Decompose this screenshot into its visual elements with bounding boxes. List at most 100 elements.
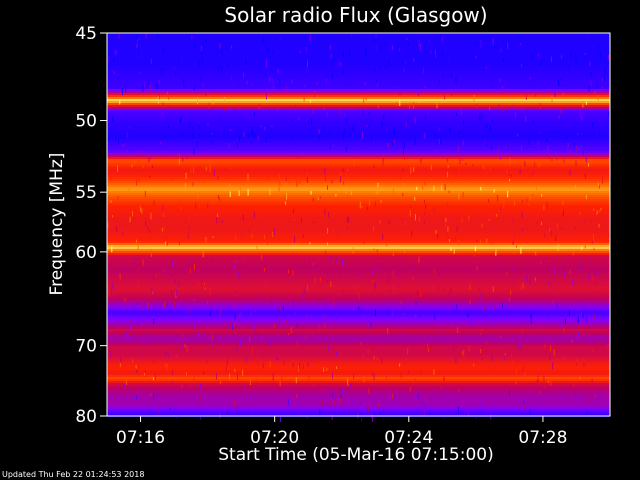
freq-band-row	[107, 123, 610, 125]
speckle-dot	[589, 259, 591, 262]
speckle-dot	[185, 172, 187, 179]
speckle-dot	[592, 348, 594, 354]
speckle-dot	[391, 142, 393, 146]
freq-band-row	[107, 283, 610, 285]
speckle-dot	[283, 359, 285, 366]
speckle-dot	[115, 136, 117, 141]
speckle-dot	[530, 319, 532, 324]
speckle-dot	[267, 242, 268, 246]
freq-band-row	[107, 115, 610, 117]
freq-band-row	[107, 365, 610, 367]
speckle-dot	[147, 332, 149, 337]
freq-band-row	[107, 147, 610, 149]
speckle-dot	[393, 128, 395, 135]
speckle-dot	[509, 297, 510, 302]
speckle-dot	[336, 257, 338, 262]
speckle-dot	[466, 363, 468, 368]
speckle-dot	[172, 365, 174, 371]
speckle-dot	[323, 315, 325, 320]
speckle-dot	[199, 61, 201, 67]
speckle-dot	[480, 349, 482, 353]
freq-band-row	[107, 191, 610, 193]
speckle-dot	[559, 314, 560, 318]
speckle-dot	[148, 155, 150, 163]
speckle-dot	[539, 63, 541, 66]
speckle-dot	[194, 298, 196, 305]
speckle-dot	[157, 392, 159, 398]
speckle-dot	[608, 233, 610, 237]
freq-band-row	[107, 395, 610, 397]
speckle-dot	[296, 394, 298, 398]
speckle-dot	[548, 257, 550, 264]
speckle-dot	[343, 181, 345, 185]
speckle-dot	[362, 110, 364, 117]
speckle-dot	[306, 115, 308, 121]
speckle-dot	[136, 369, 138, 374]
speckle-dot	[241, 229, 243, 236]
speckle-dot	[424, 305, 426, 311]
speckle-dot	[513, 280, 515, 288]
speckle-dot	[108, 290, 110, 297]
speckle-dot	[419, 108, 421, 112]
speckle-dot	[233, 263, 235, 269]
speckle-dot	[512, 240, 514, 245]
speckle-dot	[550, 345, 552, 352]
freq-band-row	[107, 183, 610, 185]
speckle-dot	[305, 74, 307, 78]
speckle-dot	[155, 274, 157, 277]
speckle-dot	[399, 92, 401, 96]
speckle-dot	[515, 112, 516, 118]
speckle-dot	[220, 128, 222, 136]
speckle-dot	[200, 383, 202, 390]
speckle-dot	[367, 349, 369, 353]
speckle-dot	[165, 363, 167, 368]
speckle-dot	[171, 324, 172, 329]
speckle-dot	[457, 327, 459, 334]
speckle-dot	[376, 190, 378, 195]
speckle-dot	[132, 211, 133, 217]
speckle-dot	[193, 377, 195, 384]
speckle-dot	[570, 51, 572, 58]
freq-band-row	[107, 215, 610, 217]
speckle-dot	[597, 95, 599, 101]
freq-band-row	[107, 259, 610, 261]
speckle-dot	[184, 183, 186, 190]
speckle-dot	[562, 92, 564, 96]
speckle-dot	[205, 38, 207, 43]
speckle-dot	[592, 121, 594, 127]
speckle-dot	[234, 235, 236, 241]
speckle-dot	[588, 273, 590, 280]
speckle-dot	[557, 79, 559, 86]
speckle-dot	[152, 291, 154, 295]
speckle-dot	[272, 231, 274, 237]
speckle-dot	[159, 119, 160, 125]
speckle-dot	[505, 44, 507, 49]
speckle-dot	[510, 352, 512, 359]
speckle-dot	[427, 348, 429, 353]
speckle-dot	[285, 319, 287, 324]
speckle-dot	[219, 309, 221, 317]
speckle-dot	[238, 190, 240, 196]
speckle-dot	[363, 376, 365, 383]
speckle-dot	[158, 79, 160, 84]
speckle-dot	[479, 239, 481, 243]
speckle-dot	[160, 141, 162, 145]
speckle-dot	[171, 261, 173, 267]
speckle-dot	[571, 339, 573, 343]
speckle-dot	[390, 289, 392, 292]
freq-band-row	[107, 311, 610, 313]
speckle-dot	[419, 312, 421, 318]
speckle-dot	[403, 183, 404, 186]
freq-band-row	[107, 371, 610, 373]
speckle-dot	[239, 136, 241, 142]
freq-band-row	[107, 137, 610, 139]
speckle-dot	[266, 88, 268, 92]
speckle-dot	[570, 150, 572, 158]
speckle-dot	[424, 397, 426, 404]
speckle-dot	[251, 83, 253, 86]
speckle-dot	[253, 212, 255, 219]
speckle-dot	[322, 303, 324, 310]
speckle-dot	[201, 277, 203, 283]
speckle-dot	[144, 372, 146, 376]
